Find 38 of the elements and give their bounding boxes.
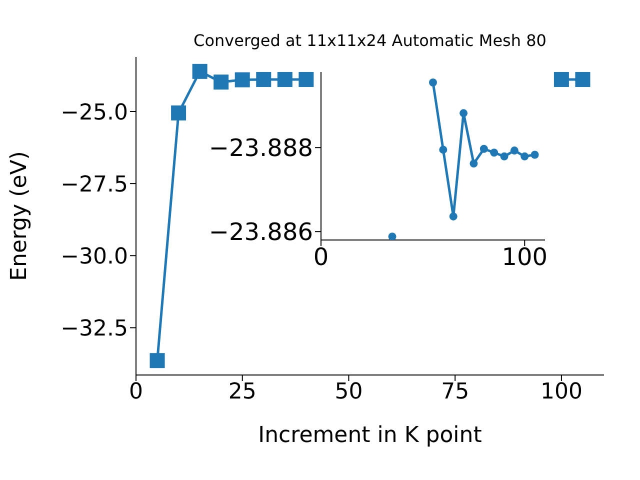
point	[530, 150, 539, 159]
point	[429, 78, 437, 86]
point	[256, 72, 272, 87]
x-tick-label: 100	[540, 380, 582, 405]
point	[388, 232, 396, 240]
x-axis-title: Increment in K point	[258, 423, 482, 448]
point	[449, 212, 458, 220]
point	[192, 64, 208, 79]
point	[298, 72, 314, 87]
point	[500, 152, 508, 160]
x-tick-label: 100	[502, 243, 548, 272]
y-tick-label: −25.0	[60, 100, 128, 126]
x-tick-label: 75	[441, 380, 470, 405]
x-tick-label: 50	[334, 380, 363, 405]
point	[520, 152, 529, 160]
point	[277, 72, 292, 87]
point	[214, 74, 229, 90]
point	[439, 146, 448, 154]
point	[490, 148, 498, 157]
point	[470, 160, 478, 168]
point	[575, 72, 590, 87]
chart-title: Converged at 11x11x24 Automatic Mesh 80	[192, 31, 548, 50]
y-tick-label: −30.0	[60, 244, 128, 270]
y-axis-title: Energy (eV)	[6, 151, 32, 281]
y-tick-label: −23.888	[208, 134, 313, 162]
point	[150, 353, 165, 368]
x-tick-label: 0	[129, 380, 143, 405]
point	[234, 72, 250, 88]
point	[460, 109, 468, 118]
y-tick-label: −23.886	[208, 218, 313, 246]
point	[480, 144, 488, 153]
point	[554, 72, 569, 87]
point	[510, 146, 518, 155]
x-tick-label: 0	[313, 243, 329, 272]
y-tick-label: −27.5	[60, 172, 128, 198]
x-tick-label: 25	[228, 380, 256, 405]
point	[171, 105, 186, 120]
y-tick-label: −32.5	[60, 316, 128, 342]
